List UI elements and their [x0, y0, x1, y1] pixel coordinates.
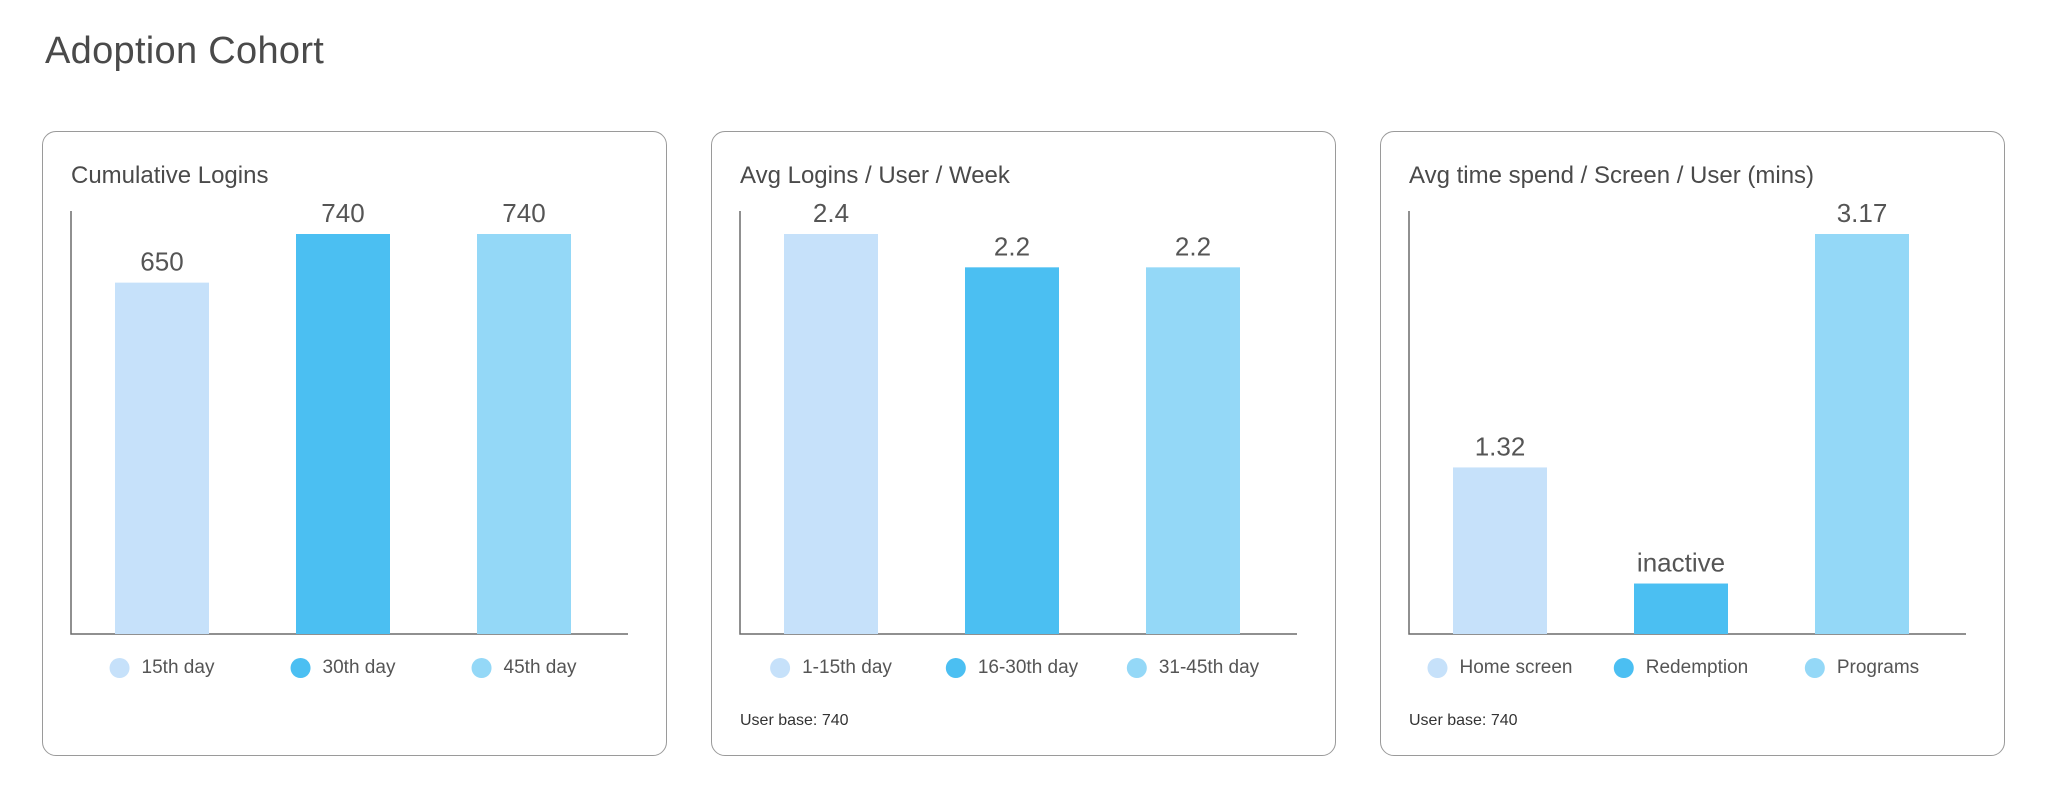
legend-item: Programs — [1804, 657, 1920, 679]
legend-label: 15th day — [141, 657, 215, 678]
bar-45th-day — [477, 234, 571, 634]
legend-item: 15th day — [109, 657, 215, 679]
legend-swatch — [770, 658, 791, 678]
bar-chart: 650 740 740 — [70, 198, 628, 635]
legend: 1-15th day 16-30th day 31-45th day — [712, 657, 1335, 687]
bar-home-screen — [1453, 467, 1547, 634]
legend-label: Programs — [1836, 657, 1920, 678]
legend-swatch — [1427, 658, 1448, 678]
legend-item: 31-45th day — [1126, 657, 1260, 679]
legend-item: 30th day — [290, 657, 396, 679]
legend-swatch — [471, 658, 492, 678]
legend-item: 45th day — [471, 657, 577, 679]
legend-item: 1-15th day — [770, 657, 892, 679]
bar-chart: 2.4 2.2 2.2 — [739, 198, 1297, 635]
footnote: User base: 740 — [740, 712, 849, 729]
legend-item: 16-30th day — [945, 657, 1079, 679]
axis-line — [70, 211, 628, 635]
data-label: 1.32 — [1475, 431, 1526, 461]
legend-label: 16-30th day — [977, 657, 1079, 678]
axis-line — [1408, 211, 1966, 635]
data-label: 2.2 — [994, 231, 1030, 261]
bar-16-30th-day — [965, 267, 1059, 634]
legend: 15th day 30th day 45th day — [43, 657, 666, 687]
chart-card-avg-logins: Avg Logins / User / Week 2.4 2.2 2.2 1-15t… — [711, 131, 1336, 756]
axis-line — [739, 211, 1297, 635]
legend-item: Redemption — [1613, 657, 1749, 679]
data-label: 3.17 — [1837, 198, 1888, 228]
legend-swatch — [290, 658, 311, 678]
legend-swatch — [109, 658, 130, 678]
legend-swatch — [1613, 658, 1634, 678]
legend-label: 1-15th day — [802, 657, 892, 678]
chart-title: Avg Logins / User / Week — [740, 162, 1010, 189]
legend-label: 45th day — [503, 657, 577, 678]
data-label: 740 — [321, 198, 364, 228]
legend-label: 31-45th day — [1158, 657, 1260, 678]
bar-31-45th-day — [1146, 267, 1240, 634]
bar-chart: 1.32 inactive 3.17 — [1408, 198, 1966, 635]
chart-card-cumulative-logins: Cumulative Logins 650 740 740 15th day 30th… — [42, 131, 667, 756]
page-title: Adoption Cohort — [45, 30, 325, 72]
chart-title: Cumulative Logins — [71, 162, 269, 189]
data-label: 2.4 — [813, 198, 849, 228]
legend-swatch — [1126, 658, 1147, 678]
legend-swatch — [945, 658, 966, 678]
chart-card-avg-time-spend: Avg time spend / Screen / User (mins) 1.… — [1380, 131, 2005, 756]
chart-title: Avg time spend / Screen / User (mins) — [1409, 162, 1815, 189]
data-label: 650 — [140, 247, 183, 277]
data-label: inactive — [1637, 548, 1725, 578]
bar-1-15th-day — [784, 234, 878, 634]
data-label: 740 — [502, 198, 545, 228]
footnote: User base: 740 — [1409, 712, 1518, 729]
bar-30th-day — [296, 234, 390, 634]
data-label: 2.2 — [1175, 231, 1211, 261]
legend-label: Redemption — [1645, 657, 1749, 678]
legend-label: 30th day — [322, 657, 396, 678]
legend-item: Home screen — [1427, 657, 1573, 679]
legend-label: Home screen — [1459, 657, 1573, 678]
bar-15th-day — [115, 282, 209, 634]
bar-redemption — [1634, 583, 1728, 634]
bar-programs — [1815, 234, 1909, 634]
legend-swatch — [1804, 658, 1825, 678]
legend: Home screen Redemption Programs — [1381, 657, 2004, 687]
